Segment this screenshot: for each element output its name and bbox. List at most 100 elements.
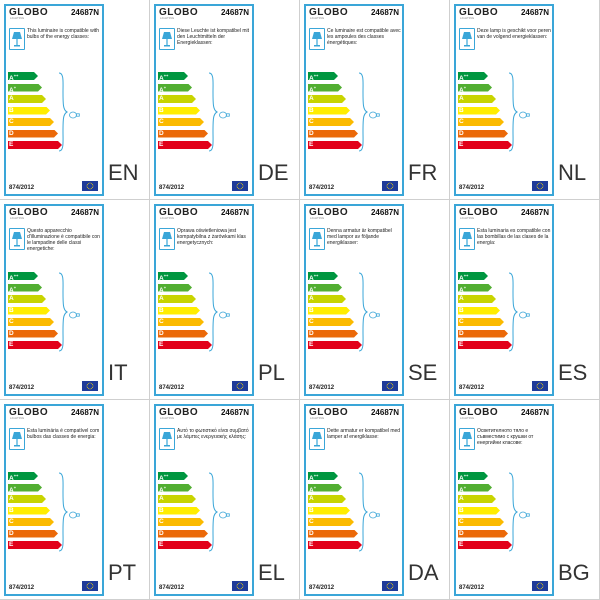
energy-class-bar: A [158, 495, 196, 503]
energy-class-bar: E [308, 341, 362, 349]
compatibility-text: This luminaire is compatible with bulbs … [27, 28, 99, 40]
energy-class-bar: A [458, 95, 496, 103]
compatibility-text: Denna armatur är kompatibel med lampor a… [327, 228, 392, 246]
model-number: 24687N [370, 8, 399, 17]
brand-subtitle: LIGHTING [160, 216, 175, 220]
brand-subtitle: LIGHTING [310, 416, 325, 420]
energy-class-bar: A [8, 95, 46, 103]
energy-class-bar: D [308, 330, 358, 338]
energy-class-bar: B [308, 107, 350, 115]
energy-label: GLOBO LIGHTING 24687N Denna armatur är komp… [304, 204, 404, 396]
brand-subtitle: LIGHTING [310, 16, 325, 20]
energy-label: GLOBO LIGHTING 24687N Esta luminária é comp… [4, 404, 104, 596]
energy-label-cell-es: GLOBO LIGHTING 24687N Esta luminaria es com… [450, 200, 600, 400]
energy-class-bar: D [458, 330, 508, 338]
energy-class-bar: B [158, 307, 200, 315]
brand-subtitle: LIGHTING [460, 16, 475, 20]
energy-class-scale: A++ A+ A B C D E [8, 72, 68, 152]
model-number: 24687N [220, 208, 249, 217]
brand-logo: GLOBO [459, 7, 499, 18]
brand-subtitle: LIGHTING [460, 416, 475, 420]
brand-subtitle: LIGHTING [160, 16, 175, 20]
energy-class-bar: D [458, 530, 508, 538]
energy-class-bar: A+ [158, 284, 192, 292]
energy-class-bar: E [8, 341, 62, 349]
energy-class-bar: E [158, 141, 212, 149]
language-code: EN [108, 160, 139, 185]
model-number: 24687N [220, 408, 249, 417]
bulb-icon [68, 507, 80, 525]
energy-class-bar: C [8, 118, 54, 126]
model-number: 24687N [370, 408, 399, 417]
energy-label-cell-bg: GLOBO LIGHTING 24687N Осветителното тяло е … [450, 400, 600, 600]
energy-class-bar: D [158, 130, 208, 138]
energy-class-bar: A [458, 295, 496, 303]
bulb-icon [518, 507, 530, 525]
energy-label: GLOBO LIGHTING 24687N Осветителното тяло е … [454, 404, 554, 596]
eu-flag-icon [382, 181, 398, 191]
energy-label-cell-pt: GLOBO LIGHTING 24687N Esta luminária é comp… [0, 400, 150, 600]
energy-class-bar: C [458, 118, 504, 126]
brand-logo: GLOBO [309, 7, 349, 18]
energy-label: GLOBO LIGHTING 24687N Ce luminaire est comp… [304, 4, 404, 196]
curly-brace-icon [508, 72, 519, 157]
energy-class-bar: E [458, 341, 512, 349]
lamp-icon [9, 28, 25, 50]
energy-label: GLOBO LIGHTING 24687N Oprawa oświetleniowa … [154, 204, 254, 396]
regulation-number: 874/2012 [159, 385, 185, 391]
energy-class-bar: A [158, 295, 196, 303]
energy-class-bar: B [308, 507, 350, 515]
energy-class-scale: A++ A+ A B C D E [308, 472, 368, 552]
language-code: PT [108, 560, 137, 585]
compatibility-text: Ce luminaire est compatible avec les amp… [327, 28, 401, 46]
energy-class-bar: B [158, 107, 200, 115]
model-number: 24687N [70, 8, 99, 17]
energy-class-bar: A+ [308, 84, 342, 92]
brand-logo: GLOBO [9, 207, 49, 218]
language-code: ES [558, 360, 588, 385]
eu-flag-icon [532, 381, 548, 391]
energy-class-bar: D [158, 530, 208, 538]
energy-label-cell-el: GLOBO LIGHTING 24687N Αυτό το φωτιστικό είν… [150, 400, 300, 600]
regulation-number: 874/2012 [459, 385, 485, 391]
energy-class-bar: C [8, 518, 54, 526]
energy-class-scale: A++ A+ A B C D E [158, 472, 218, 552]
curly-brace-icon [358, 472, 369, 557]
model-number: 24687N [220, 8, 249, 17]
energy-label-cell-de: GLOBO LIGHTING 24687N Diese Leuchte ist kom… [150, 0, 300, 200]
eu-flag-icon [532, 181, 548, 191]
energy-class-bar: A++ [158, 72, 188, 80]
energy-label-cell-it: GLOBO LIGHTING 24687N Questo apparecchio d'… [0, 200, 150, 400]
model-number: 24687N [70, 408, 99, 417]
energy-class-bar: A+ [458, 484, 492, 492]
compatibility-text: Esta luminária é compatível com bulbos d… [27, 428, 100, 440]
energy-class-bar: A++ [8, 272, 38, 280]
compatibility-text: Αυτό το φωτιστικό είναι συμβατό με λάμπε… [177, 428, 249, 440]
energy-class-bar: A [8, 495, 46, 503]
brand-logo: GLOBO [309, 207, 349, 218]
bulb-icon [368, 307, 380, 325]
energy-class-bar: B [8, 507, 50, 515]
lamp-icon [9, 428, 25, 450]
model-number: 24687N [70, 208, 99, 217]
curly-brace-icon [358, 272, 369, 357]
compatibility-text: Oprawa oświetleniowa jest kompatybilna z… [177, 228, 246, 246]
energy-class-bar: D [158, 330, 208, 338]
energy-class-bar: E [308, 541, 362, 549]
energy-class-bar: D [458, 130, 508, 138]
energy-class-scale: A++ A+ A B C D E [308, 272, 368, 352]
eu-flag-icon [82, 381, 98, 391]
energy-class-bar: C [458, 518, 504, 526]
energy-class-bar: D [8, 330, 58, 338]
curly-brace-icon [508, 472, 519, 557]
energy-label: GLOBO LIGHTING 24687N Αυτό το φωτιστικό είν… [154, 404, 254, 596]
eu-flag-icon [82, 581, 98, 591]
regulation-number: 874/2012 [459, 185, 485, 191]
energy-class-bar: E [308, 141, 362, 149]
energy-class-bar: A++ [8, 72, 38, 80]
energy-class-bar: A [8, 295, 46, 303]
brand-logo: GLOBO [309, 407, 349, 418]
brand-subtitle: LIGHTING [460, 216, 475, 220]
regulation-number: 874/2012 [9, 185, 35, 191]
lamp-icon [459, 428, 475, 450]
